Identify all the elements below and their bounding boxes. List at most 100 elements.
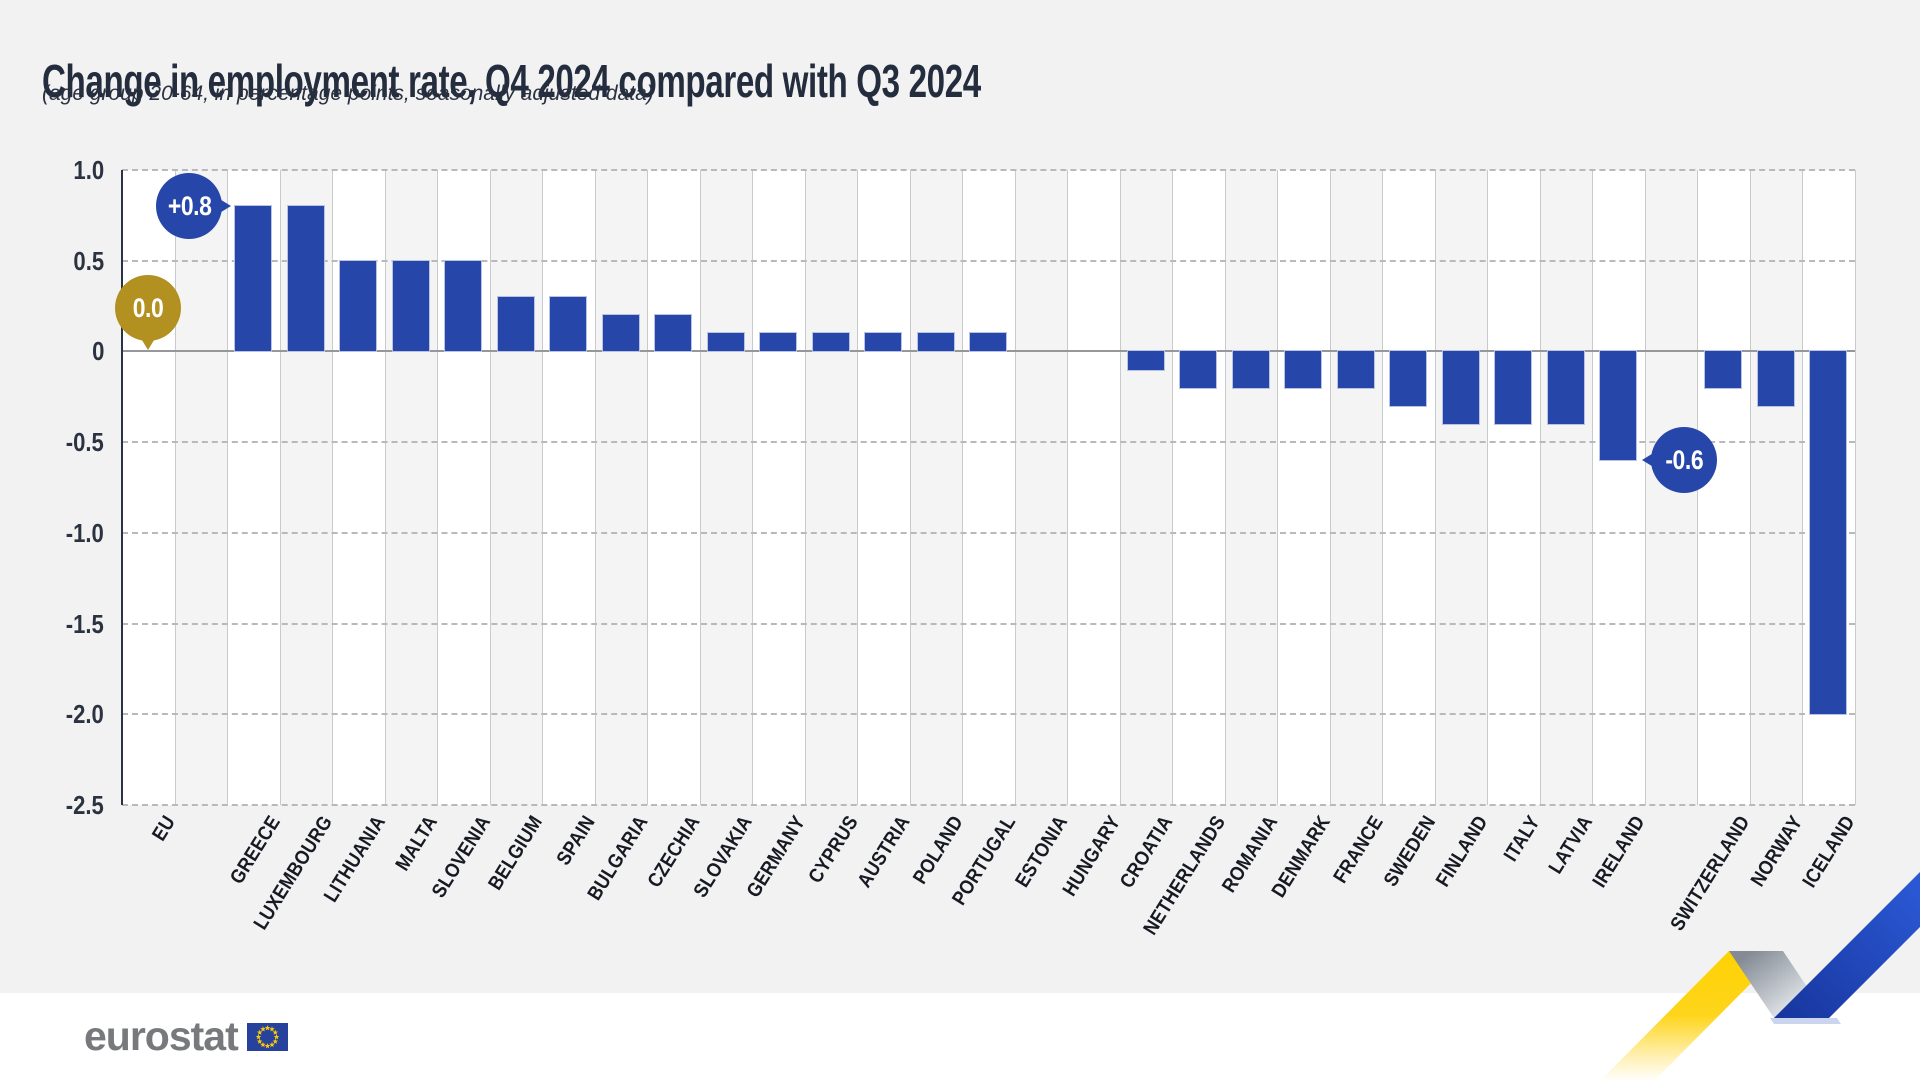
gridline-dashed: [122, 622, 1855, 625]
plot-column-band: [1067, 170, 1120, 805]
eurostat-wordmark: eurostat: [84, 1013, 239, 1059]
bar-luxembourg: [287, 206, 324, 352]
bar-croatia: [1127, 351, 1164, 370]
column-gridline: [857, 170, 858, 805]
bar-czechia: [655, 315, 692, 352]
plot-column-band: [857, 170, 910, 805]
annotation-badge-greece: +0.8: [156, 173, 223, 240]
bar-netherlands: [1180, 351, 1217, 388]
y-axis-tick-label: -0.5: [65, 427, 104, 458]
bar-austria: [865, 333, 902, 352]
column-gridline: [909, 170, 911, 805]
column-gridline: [804, 170, 806, 805]
column-gridline: [1644, 170, 1646, 805]
y-axis-tick-label: -1.0: [65, 517, 104, 548]
plot-column-band: [1382, 170, 1435, 805]
plot-column-band: [174, 170, 227, 805]
plot-column-band: [1277, 170, 1330, 805]
column-gridline: [332, 170, 333, 805]
bar-germany: [760, 333, 797, 352]
bar-denmark: [1285, 351, 1322, 388]
plot-column-band: [909, 170, 962, 805]
bar-switzerland: [1705, 351, 1742, 388]
footer-band: [0, 993, 1920, 1080]
column-gridline: [174, 170, 176, 805]
annotation-badge-tail: [137, 332, 160, 351]
column-gridline: [1854, 170, 1856, 805]
column-gridline: [489, 170, 491, 805]
y-axis-tick-label: -1.5: [65, 608, 104, 639]
x-axis-label-eu: EU: [148, 812, 180, 845]
eu-flag-star-icon: [269, 1025, 275, 1032]
bar-romania: [1232, 351, 1269, 388]
column-gridline: [1172, 170, 1173, 805]
bar-slovakia: [707, 333, 744, 352]
bar-italy: [1495, 351, 1532, 424]
column-gridline: [1434, 170, 1436, 805]
gridline-dashed: [122, 441, 1855, 444]
x-axis-label-spain: SPAIN: [552, 812, 600, 870]
plot-column-band: [542, 170, 595, 805]
annotation-badge-ireland: -0.6: [1651, 427, 1718, 494]
plot-column-band: [1539, 170, 1592, 805]
y-axis-line: [121, 170, 123, 805]
plot-column-band: [1014, 170, 1067, 805]
column-gridline: [279, 170, 281, 805]
gridline-dashed: [122, 259, 1855, 262]
bar-greece: [235, 206, 272, 352]
annotation-badge-tail: [1642, 449, 1661, 472]
column-gridline: [1329, 170, 1331, 805]
plot-column-band: [1434, 170, 1487, 805]
column-gridline: [227, 170, 228, 805]
column-gridline: [1224, 170, 1226, 805]
gridline-dashed: [122, 804, 1855, 806]
y-axis-tick-label: -2.5: [65, 790, 104, 820]
y-axis-tick-label: -2.0: [65, 699, 104, 730]
annotation-badge-tail: [213, 195, 232, 218]
column-gridline: [647, 170, 648, 805]
plot-column-band: [1224, 170, 1277, 805]
column-gridline: [1749, 170, 1751, 805]
column-gridline: [1067, 170, 1068, 805]
x-axis-label-malta: MALTA: [391, 812, 443, 875]
bar-france: [1337, 351, 1374, 388]
column-gridline: [542, 170, 543, 805]
plot-column-band: [1592, 170, 1645, 805]
column-gridline: [594, 170, 596, 805]
plot-column-band: [752, 170, 805, 805]
eu-flag-star-icon: [255, 1033, 262, 1039]
plot-column-band: [804, 170, 857, 805]
y-axis-tick-label: 1.0: [73, 155, 104, 185]
eu-flag-star-icon: [264, 1024, 271, 1030]
plot-column-band: [1697, 170, 1750, 805]
column-gridline: [437, 170, 438, 805]
chart-title: Change in employment rate, Q4 2024 compa…: [42, 54, 981, 107]
plot-column-band: [1487, 170, 1540, 805]
plot-column-band: [699, 170, 752, 805]
column-gridline: [1119, 170, 1121, 805]
column-gridline: [384, 170, 386, 805]
bar-norway: [1757, 351, 1794, 406]
bar-ireland: [1600, 351, 1637, 461]
eurostat-logo: eurostat: [84, 1016, 288, 1057]
bar-bulgaria: [602, 315, 639, 352]
eu-flag-star-icon: [260, 1025, 266, 1032]
zero-line: [122, 350, 1855, 353]
column-gridline: [1802, 170, 1803, 805]
column-gridline: [1277, 170, 1278, 805]
column-gridline: [1487, 170, 1488, 805]
bar-sweden: [1390, 351, 1427, 406]
bar-cyprus: [812, 333, 849, 352]
y-axis-tick-label: 0.5: [73, 245, 104, 276]
column-gridline: [1382, 170, 1383, 805]
plot-column-band: [1329, 170, 1382, 805]
gridline-dashed: [122, 713, 1855, 716]
column-gridline: [1014, 170, 1016, 805]
annotation-badge-eu: 0.0: [115, 275, 182, 342]
bar-finland: [1442, 351, 1479, 424]
eu-flag-star-icon: [256, 1029, 263, 1035]
bar-spain: [550, 297, 587, 352]
eu-flag-star-icon: [269, 1041, 275, 1047]
eu-flag-star-icon: [272, 1029, 278, 1035]
eu-flag-star-icon: [273, 1033, 280, 1039]
